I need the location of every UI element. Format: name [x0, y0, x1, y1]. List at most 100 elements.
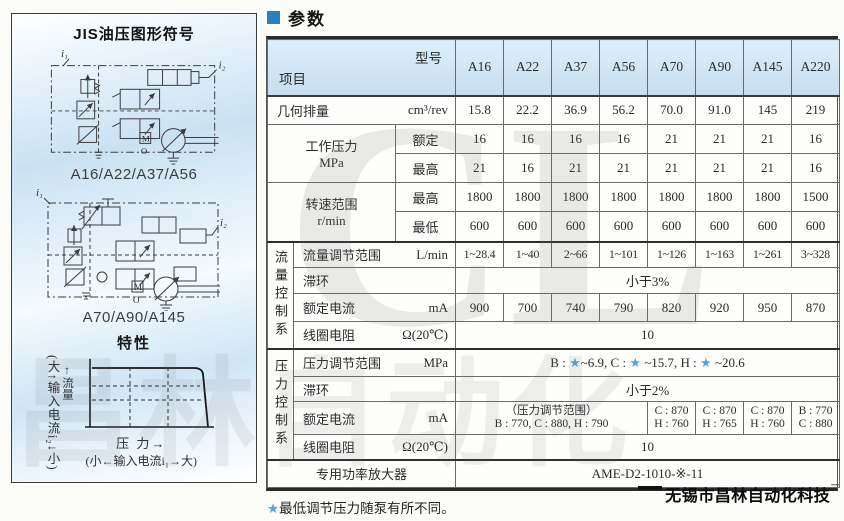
row-label-cell: 线圈电阻 Ω(20℃): [292, 321, 457, 349]
section-label-flow: 流量控制系: [267, 240, 294, 349]
value-cell: 1800: [455, 182, 505, 212]
diagram-1-caption: A16/A22/A37/A56: [70, 166, 198, 183]
row-unit: mA: [428, 299, 449, 315]
row-unit: Ω(20℃): [402, 326, 449, 342]
row-label: 转速范围: [305, 197, 358, 213]
value-cell: 1800: [647, 182, 697, 212]
value-cell: 600: [743, 211, 793, 242]
row-label: 额定电流: [303, 301, 356, 316]
value-cell: 21: [743, 124, 793, 154]
value-cell: 70.0: [647, 94, 697, 125]
row-label-cell: 滞环: [292, 267, 457, 294]
row-unit: mA: [428, 410, 449, 425]
value-cell: 36.9: [551, 94, 601, 125]
svg-text:i₂: i₂: [220, 217, 227, 229]
value-cell: 91.0: [695, 94, 745, 125]
value-cell: 16: [503, 153, 553, 183]
value-cell: 56.2: [599, 94, 649, 125]
value-cell: 920: [695, 293, 745, 322]
section-title: 参数: [288, 10, 326, 29]
value-cell: 900: [455, 293, 505, 322]
row-unit: L/min: [416, 246, 449, 262]
diagram-2-caption: A70/A90/A145: [82, 309, 186, 326]
value-cell: 145: [743, 94, 793, 125]
value-cell: 16: [503, 124, 553, 154]
span-value-cell: B : ★~6.9, C : ★ ~15.7, H : ★ ~20.6: [455, 347, 841, 377]
blue-square-icon: [267, 11, 280, 24]
svg-text:M: M: [134, 282, 142, 292]
value-cell: 600: [503, 211, 553, 242]
table-row: 线圈电阻 Ω(20℃) 10: [268, 434, 841, 460]
value-cell: 600: [647, 211, 697, 242]
row-label: 流量调节范围: [303, 248, 382, 264]
company-signature: 无锡市昌林自动化科技 ¯: [638, 482, 839, 506]
characteristics-block: (大↑输入电流i₂↓小) ↑流量 压 力→ (小←输入电流i₁→大): [12, 355, 256, 477]
row-label-cell: 额定电流 mA: [292, 401, 457, 435]
row-label: 几何排量: [277, 103, 330, 119]
svg-text:i₁: i₁: [36, 187, 43, 199]
star-icon: ★: [700, 354, 712, 370]
value-cell: 16: [551, 124, 601, 154]
row-label: 线圈电阻: [303, 440, 356, 456]
row-unit: MPa: [319, 155, 344, 170]
row-label-cell: 几何排量 cm³/rev: [266, 94, 457, 125]
value-cell: C : 870 H : 765: [695, 401, 745, 435]
jis-symbol-panel: JIS油压图形符号 i₁ i₂ M O A16/A22/A37/A56: [11, 13, 257, 483]
table-row: 专用功率放大器 AME-D2-1010-※-11: [266, 458, 841, 488]
table-row: 工作压力 MPa 额定 16 16 16 16 21 21 21 16: [267, 124, 841, 183]
model-header: A145: [743, 39, 793, 96]
span-value-cell: 小于2%: [455, 376, 841, 402]
table-row: 额定电流 mA 900 700 740 790 820 920 950 870: [268, 293, 841, 322]
value-cell: 1~101: [599, 240, 649, 268]
sub-label: 最低: [394, 211, 457, 242]
model-header: A220: [791, 39, 841, 96]
value-cell: 1800: [503, 182, 553, 212]
value-cell: 790: [599, 293, 649, 322]
value-cell: 15.8: [455, 94, 505, 125]
hydraulic-diagram-2: i₁ i₂ M O: [36, 187, 227, 311]
table-row: 滞环 小于2%: [268, 376, 841, 402]
value-cell: 1~40: [503, 240, 553, 268]
value-cell: 600: [551, 211, 601, 242]
value-cell: 16: [791, 153, 841, 183]
row-label-cell: 转速范围 r/min: [267, 182, 396, 242]
value-cell: 22.2: [503, 94, 553, 125]
section-label-pressure: 压力控制系: [267, 347, 294, 460]
sub-label: 最高: [394, 182, 457, 212]
model-header: A37: [551, 39, 601, 96]
value-cell: 1~261: [743, 240, 793, 268]
span-value-cell: 小于3%: [455, 267, 841, 294]
model-header: A90: [695, 39, 745, 96]
value-cell: C : 870 H : 760: [743, 401, 793, 435]
table-row: 压力控制系 压力调节范围 MPa B : ★~6.9, C : ★ ~15.7, …: [267, 347, 841, 460]
value-cell: 21: [743, 153, 793, 183]
table-row: 最低 600 600 600 600 600 600 600 600: [268, 211, 841, 242]
value-cell: 600: [455, 211, 505, 242]
span-value-cell: 10: [455, 321, 841, 349]
value-cell: 600: [791, 211, 841, 242]
value-cell: 950: [743, 293, 793, 322]
value-cell: 700: [503, 293, 553, 322]
corner-label-item: 项目: [279, 71, 306, 87]
footnote-text: 最低调节压力随泵有所不同。: [279, 501, 455, 516]
characteristics-chart: [85, 359, 214, 428]
panel-title: JIS油压图形符号: [73, 26, 195, 43]
value-cell: 16: [599, 124, 649, 154]
svg-text:M: M: [142, 133, 150, 143]
value-cell: 1800: [695, 182, 745, 212]
chart-left-axis-label: (大↑输入电流i₂↓小): [45, 355, 60, 471]
row-label-cell: 流量调节范围 L/min: [292, 240, 457, 268]
value-cell: 1~163: [695, 240, 745, 268]
value-cell: 16: [455, 124, 505, 154]
table-row: 线圈电阻 Ω(20℃) 10: [268, 321, 841, 349]
table-row: 流量控制系 流量调节范围 L/min 1~28.4 1~40 2~66 1~101…: [267, 240, 841, 349]
row-unit: cm³/rev: [408, 102, 449, 118]
sub-label: 最高: [394, 153, 457, 183]
parameter-table: 型号 项目 A16 A22 A37 A56 A70 A90 A145 A220 …: [266, 36, 841, 491]
value-cell: 600: [599, 211, 649, 242]
row-label: 额定电流: [303, 411, 356, 427]
chart-y-axis-label: ↑流量: [61, 365, 73, 400]
value-cell: 1800: [551, 182, 601, 212]
value-cell: 600: [695, 211, 745, 242]
span-value-cell: AME-D2-1010-※-11: [455, 458, 841, 488]
